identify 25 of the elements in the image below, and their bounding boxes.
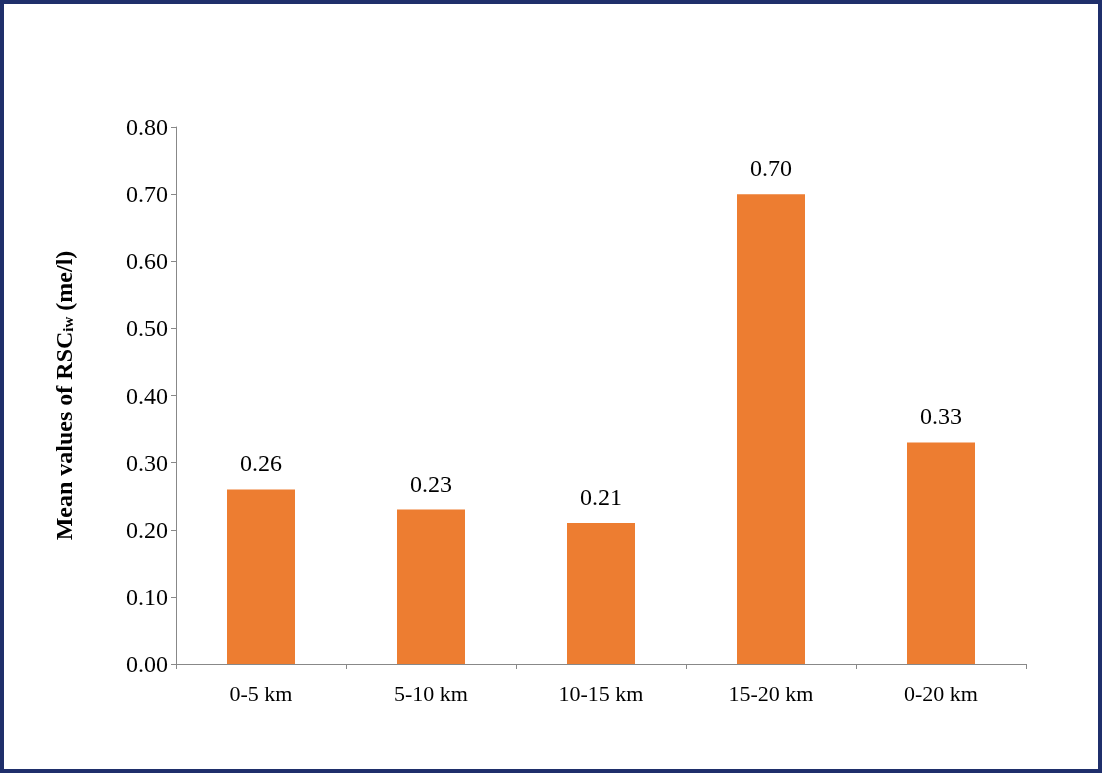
y-tick-label: 0.30 xyxy=(126,449,168,476)
bar xyxy=(397,509,465,664)
data-label: 0.26 xyxy=(240,450,282,477)
data-label: 0.23 xyxy=(410,470,452,497)
y-axis-title: Mean values of RSCiw (me/l) xyxy=(51,250,77,541)
y-tick-label: 0.50 xyxy=(126,315,168,342)
bar xyxy=(907,442,975,664)
x-tick-label: 10-15 km xyxy=(558,680,644,706)
y-tick-label: 0.60 xyxy=(126,248,168,275)
bar xyxy=(567,523,635,664)
y-tick-label: 0.70 xyxy=(126,181,168,208)
bar xyxy=(737,194,805,664)
y-tick-label: 0.00 xyxy=(126,651,168,677)
data-label: 0.33 xyxy=(920,403,962,430)
y-tick-label: 0.80 xyxy=(126,114,168,140)
x-tick-label: 0-5 km xyxy=(229,680,293,706)
x-tick-label: 5-10 km xyxy=(394,680,468,706)
data-label: 0.21 xyxy=(580,484,622,511)
y-tick-label: 0.40 xyxy=(126,382,168,409)
x-tick-label: 0-20 km xyxy=(904,680,978,706)
y-tick-label: 0.20 xyxy=(126,516,168,543)
y-tick-label: 0.10 xyxy=(126,583,168,610)
data-label: 0.70 xyxy=(750,155,792,182)
bar xyxy=(227,489,295,664)
x-tick-label: 15-20 km xyxy=(728,680,814,706)
